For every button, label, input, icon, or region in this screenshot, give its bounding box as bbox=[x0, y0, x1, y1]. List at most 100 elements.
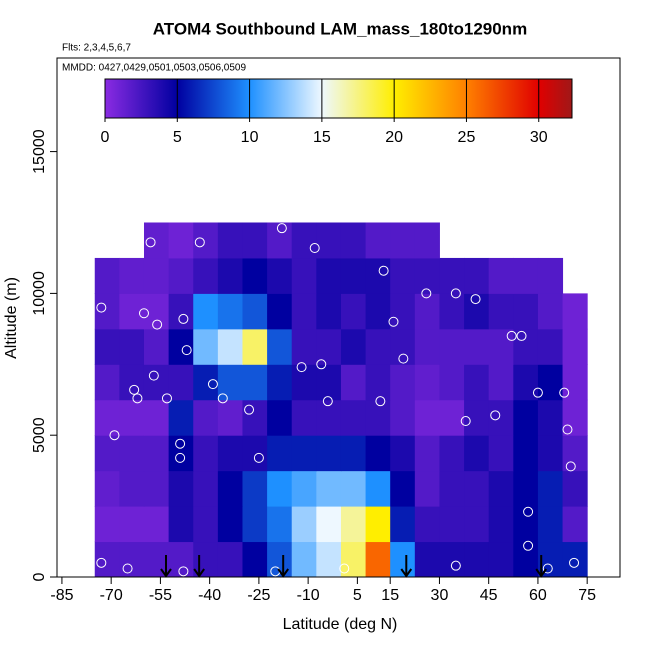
heatmap-cell bbox=[513, 257, 539, 294]
x-tick-label: 45 bbox=[480, 587, 498, 604]
heatmap-cell bbox=[414, 364, 440, 401]
heatmap-cell bbox=[94, 506, 120, 543]
heatmap-cell bbox=[168, 222, 194, 259]
heatmap-cell bbox=[340, 470, 367, 507]
x-tick-label: 30 bbox=[431, 587, 449, 604]
colorbar-tick-label: 25 bbox=[458, 129, 476, 146]
sample-point bbox=[138, 308, 149, 319]
sample-point bbox=[129, 384, 140, 395]
heatmap-cell bbox=[168, 293, 194, 330]
heatmap-cell bbox=[439, 257, 465, 294]
sample-point bbox=[132, 393, 143, 404]
heatmap-cell bbox=[488, 328, 514, 365]
x-tick-label: 75 bbox=[578, 587, 596, 604]
heatmap-cell bbox=[513, 470, 539, 507]
heatmap-cell bbox=[414, 435, 440, 472]
flights-note: Flts: 2,3,4,5,6,7 bbox=[62, 43, 131, 54]
colorbar-tick-label: 20 bbox=[385, 129, 403, 146]
heatmap-cell bbox=[316, 257, 342, 294]
heatmap-cell bbox=[143, 364, 170, 401]
colorbar-tick-label: 10 bbox=[241, 129, 259, 146]
heatmap-cell bbox=[365, 328, 391, 365]
heatmap-cell bbox=[390, 470, 416, 507]
x-tick-label: -70 bbox=[100, 587, 123, 604]
heatmap-cell bbox=[193, 541, 219, 578]
heatmap-cell bbox=[340, 364, 367, 401]
x-tick-label: 15 bbox=[381, 587, 399, 604]
plot-frame bbox=[56, 57, 621, 578]
sample-point bbox=[194, 237, 205, 248]
heatmap-cell bbox=[537, 399, 564, 436]
heatmap-cell bbox=[488, 470, 514, 507]
flight-arrow bbox=[277, 555, 289, 578]
heatmap-cell bbox=[365, 222, 391, 259]
sample-point bbox=[175, 452, 186, 463]
heatmap-cell bbox=[439, 328, 465, 365]
heatmap-cell bbox=[143, 506, 170, 543]
heatmap-cell bbox=[562, 470, 588, 507]
sample-point bbox=[470, 294, 481, 305]
heatmap-cell bbox=[390, 257, 416, 294]
heatmap-cell bbox=[414, 506, 440, 543]
sample-point bbox=[276, 223, 287, 234]
heatmap-cell bbox=[390, 293, 416, 330]
flight-arrow bbox=[193, 555, 205, 578]
heatmap-cell bbox=[365, 257, 391, 294]
heatmap-cell bbox=[488, 364, 514, 401]
heatmap-cell bbox=[562, 328, 588, 365]
heatmap-cell bbox=[390, 506, 416, 543]
heatmap-cell bbox=[119, 470, 145, 507]
heatmap-cell bbox=[217, 541, 243, 578]
heatmap-cell bbox=[464, 470, 490, 507]
heatmap-cell bbox=[242, 257, 268, 294]
heatmap-cell bbox=[119, 257, 145, 294]
flight-arrow bbox=[535, 555, 548, 578]
heatmap-cell bbox=[143, 435, 170, 472]
heatmap-cell bbox=[414, 328, 440, 365]
sample-point bbox=[217, 393, 228, 404]
heatmap-cell bbox=[168, 506, 194, 543]
heatmap-cell bbox=[414, 541, 440, 578]
arrow-head bbox=[535, 568, 548, 578]
heatmap-cell bbox=[414, 470, 440, 507]
heatmap-cell bbox=[316, 364, 342, 401]
plot-area bbox=[94, 222, 588, 578]
heatmap-cell bbox=[562, 399, 588, 436]
heatmap-cell bbox=[488, 435, 514, 472]
sample-point bbox=[148, 370, 159, 381]
heatmap-cell bbox=[340, 257, 367, 294]
heatmap-cell bbox=[488, 257, 514, 294]
heatmap-cell bbox=[537, 470, 564, 507]
heatmap-cell bbox=[267, 506, 293, 543]
heatmap-cell bbox=[439, 541, 465, 578]
sample-point bbox=[565, 461, 576, 472]
heatmap-cell bbox=[242, 470, 268, 507]
heatmap-cell bbox=[562, 506, 588, 543]
sample-point bbox=[506, 330, 517, 341]
sample-point bbox=[161, 393, 172, 404]
sample-point bbox=[309, 243, 320, 254]
heatmap-cell bbox=[562, 364, 588, 401]
heatmap-cell bbox=[94, 435, 120, 472]
colorbar-tick-label: 30 bbox=[530, 129, 548, 146]
arrow-head bbox=[277, 568, 289, 578]
sample-point bbox=[175, 438, 186, 449]
heatmap-cell bbox=[316, 506, 342, 543]
heatmap-cell bbox=[439, 506, 465, 543]
sample-point bbox=[178, 313, 189, 324]
heatmap-cell bbox=[94, 541, 120, 578]
x-tick-label: -55 bbox=[149, 587, 172, 604]
dates-note: MMDD: 0427,0429,0501,0503,0506,0509 bbox=[62, 63, 246, 74]
flight-arrow bbox=[160, 555, 172, 578]
sample-point bbox=[96, 302, 107, 313]
x-tick-label: 5 bbox=[353, 587, 362, 604]
sample-point bbox=[460, 416, 471, 427]
heatmap-cell bbox=[267, 435, 293, 472]
heatmap-cell bbox=[291, 541, 317, 578]
heatmap-cell bbox=[193, 293, 219, 330]
heatmap-cell bbox=[340, 222, 367, 259]
heatmap-cell bbox=[365, 399, 391, 436]
heatmap-cell bbox=[291, 435, 317, 472]
heatmap-cell bbox=[94, 328, 120, 365]
